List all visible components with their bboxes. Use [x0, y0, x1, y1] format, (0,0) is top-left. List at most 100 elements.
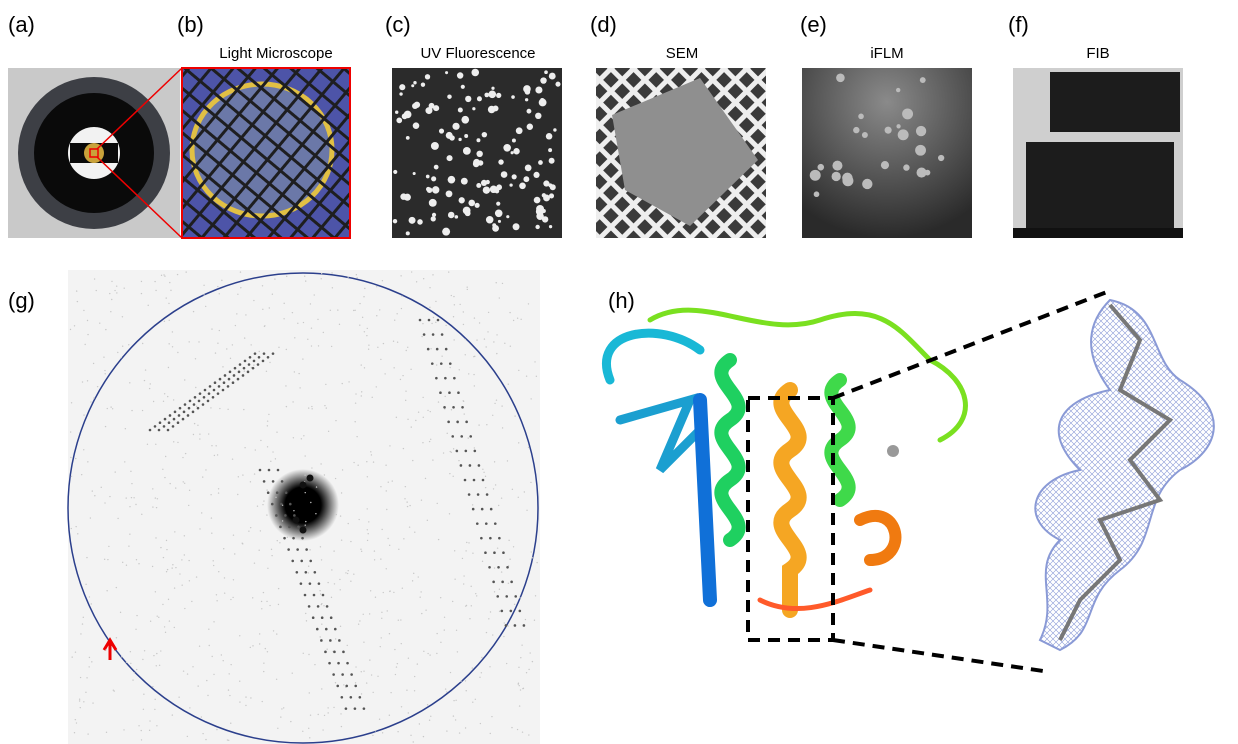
spot: [223, 381, 226, 384]
spot: [298, 373, 299, 374]
spot: [535, 113, 541, 119]
spot: [76, 722, 77, 723]
spot: [293, 437, 294, 438]
spot: [112, 408, 113, 409]
spot: [234, 367, 237, 370]
spot: [154, 709, 155, 710]
spot: [358, 623, 359, 624]
spot: [423, 278, 424, 279]
spot: [412, 103, 418, 109]
spot: [304, 455, 305, 456]
spot: [179, 407, 182, 410]
spot: [184, 554, 185, 555]
spot: [303, 653, 304, 654]
spot: [394, 320, 395, 321]
spot: [339, 579, 340, 580]
spot: [492, 225, 499, 232]
spot: [476, 151, 482, 157]
spot: [204, 389, 207, 392]
spot: [488, 566, 491, 569]
spot: [145, 369, 146, 370]
spot: [258, 356, 261, 359]
spot: [310, 502, 311, 503]
spot: [217, 343, 218, 344]
spot: [195, 358, 196, 359]
spot: [181, 559, 182, 560]
spot: [164, 276, 165, 277]
spot: [340, 589, 341, 590]
spot: [395, 111, 398, 114]
spot: [369, 613, 370, 614]
spot: [195, 387, 196, 388]
spot: [149, 429, 152, 432]
spot: [363, 642, 364, 643]
spot: [205, 306, 206, 307]
spot: [492, 634, 493, 635]
spot: [332, 287, 333, 288]
spot: [260, 530, 261, 531]
spot: [430, 411, 431, 412]
spot: [387, 610, 388, 611]
spot: [444, 629, 445, 630]
panel-label: (c): [385, 12, 411, 37]
spot: [397, 342, 398, 343]
spot: [184, 483, 185, 484]
spot: [355, 393, 356, 394]
spot: [501, 610, 504, 613]
spot: [272, 480, 275, 483]
spot: [419, 319, 422, 322]
spot: [486, 216, 494, 224]
spot: [473, 374, 474, 375]
spot: [544, 70, 548, 74]
spot: [348, 523, 349, 524]
spot: [496, 334, 497, 335]
spot: [534, 361, 535, 362]
spot: [320, 639, 323, 642]
spot: [347, 276, 348, 277]
spot: [465, 605, 466, 606]
spot: [149, 730, 150, 731]
spot: [487, 331, 488, 332]
spot: [292, 312, 293, 313]
spot: [342, 651, 345, 654]
spot: [514, 415, 515, 416]
spot: [199, 433, 200, 434]
spot: [71, 476, 72, 477]
spot: [903, 164, 909, 170]
spot: [532, 661, 533, 662]
spot: [393, 170, 397, 174]
spot: [93, 363, 94, 364]
spot: [549, 158, 555, 164]
spot: [287, 548, 290, 551]
spot: [219, 408, 220, 409]
spot: [449, 473, 450, 474]
spot: [494, 522, 497, 525]
spot: [436, 348, 439, 351]
spot: [311, 345, 312, 346]
spot: [87, 334, 88, 335]
spot: [238, 476, 239, 477]
spot: [501, 497, 502, 498]
spot: [395, 674, 396, 675]
spot: [506, 566, 509, 569]
spot: [92, 490, 93, 491]
spot: [350, 696, 353, 699]
spot: [429, 307, 430, 308]
spot: [448, 271, 449, 272]
spot: [491, 716, 492, 717]
spot: [400, 379, 401, 380]
spot: [117, 352, 118, 353]
spot: [532, 557, 533, 558]
spot: [301, 438, 302, 439]
spot: [499, 589, 500, 590]
spot: [842, 175, 853, 186]
spot: [432, 333, 435, 336]
spot: [213, 674, 214, 675]
spot: [401, 308, 402, 309]
spot: [517, 318, 518, 319]
spot: [129, 506, 130, 507]
fib-image: [1013, 68, 1183, 238]
spot: [440, 642, 441, 643]
spot: [230, 599, 231, 600]
spot: [89, 657, 90, 658]
